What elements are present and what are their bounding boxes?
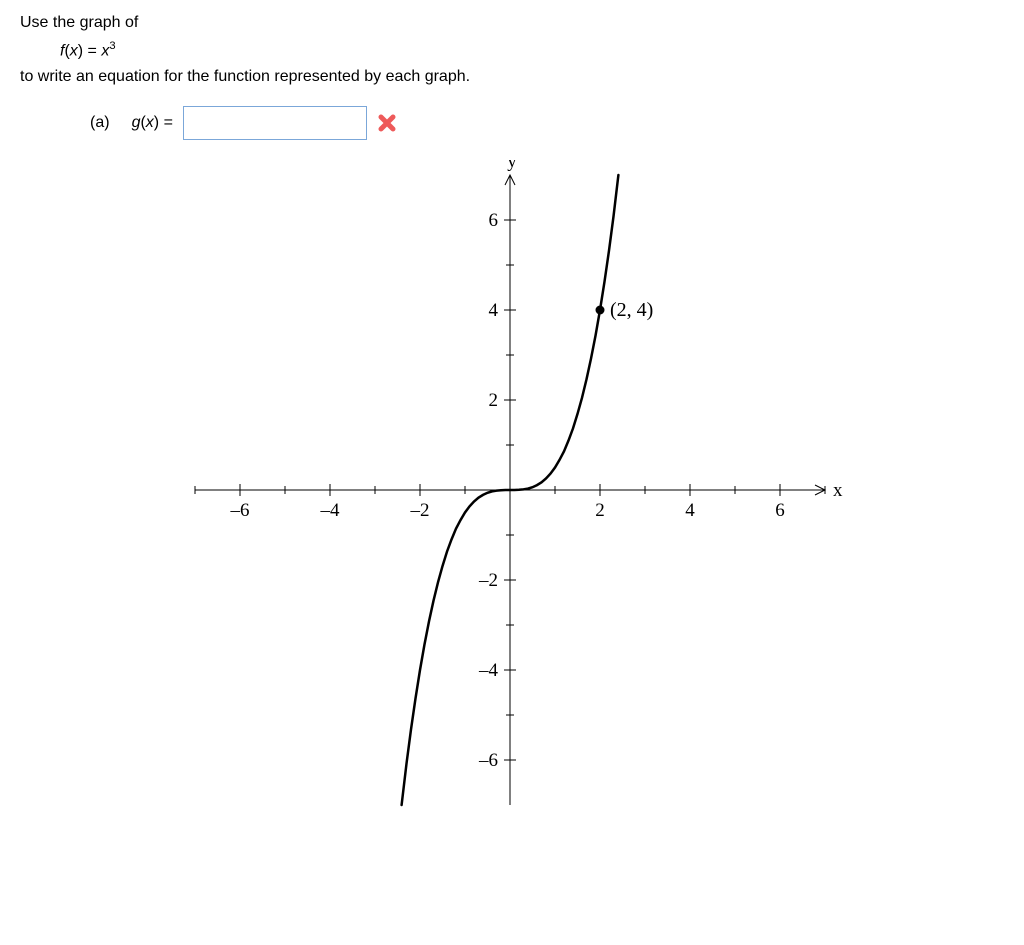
svg-text:6: 6	[489, 210, 499, 231]
part-label: (a)	[90, 114, 110, 132]
cubic-graph: –6 –4 –2 2 4 6 –6 –4 –2 2 4 6 x y (2, 4)	[150, 160, 870, 820]
svg-text:4: 4	[685, 500, 695, 521]
svg-text:–4: –4	[320, 500, 341, 521]
function-expression: f(x) = x3	[60, 40, 1004, 60]
svg-text:2: 2	[489, 390, 499, 411]
svg-text:(2, 4): (2, 4)	[610, 299, 653, 321]
part-a-row: (a) g(x) =	[90, 106, 1004, 140]
svg-text:–6: –6	[478, 750, 498, 771]
svg-text:4: 4	[489, 300, 499, 321]
svg-text:x: x	[833, 480, 843, 501]
svg-text:–4: –4	[478, 660, 499, 681]
svg-text:6: 6	[775, 500, 785, 521]
svg-text:y: y	[507, 160, 517, 172]
question-line-1: Use the graph of	[20, 14, 1004, 32]
svg-text:–2: –2	[478, 570, 498, 591]
question-line-2: to write an equation for the function re…	[20, 68, 1004, 86]
gx-label: g(x) =	[132, 114, 173, 132]
svg-text:–6: –6	[230, 500, 250, 521]
svg-text:2: 2	[595, 500, 605, 521]
svg-text:–2: –2	[410, 500, 430, 521]
incorrect-icon	[377, 113, 397, 133]
graph-container: –6 –4 –2 2 4 6 –6 –4 –2 2 4 6 x y (2, 4)	[150, 160, 870, 820]
answer-input[interactable]	[183, 106, 367, 140]
